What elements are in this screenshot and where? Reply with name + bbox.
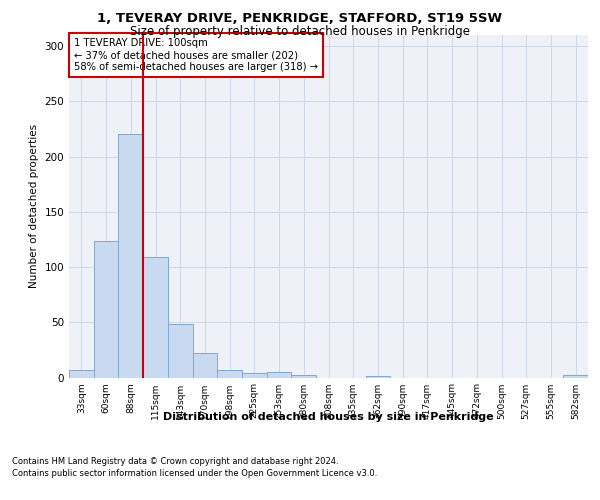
Text: Contains HM Land Registry data © Crown copyright and database right 2024.: Contains HM Land Registry data © Crown c… <box>12 458 338 466</box>
Text: Size of property relative to detached houses in Penkridge: Size of property relative to detached ho… <box>130 25 470 38</box>
Text: 1 TEVERAY DRIVE: 100sqm
← 37% of detached houses are smaller (202)
58% of semi-d: 1 TEVERAY DRIVE: 100sqm ← 37% of detache… <box>74 38 318 72</box>
Bar <box>217 370 242 378</box>
Text: Contains public sector information licensed under the Open Government Licence v3: Contains public sector information licen… <box>12 469 377 478</box>
Bar <box>242 373 267 378</box>
Bar <box>118 134 143 378</box>
Bar <box>168 324 193 378</box>
Bar <box>563 376 588 378</box>
Bar <box>94 240 118 378</box>
Bar <box>365 376 390 378</box>
Bar <box>143 257 168 378</box>
Bar <box>267 372 292 378</box>
Bar <box>292 376 316 378</box>
Text: Distribution of detached houses by size in Penkridge: Distribution of detached houses by size … <box>163 412 494 422</box>
Text: 1, TEVERAY DRIVE, PENKRIDGE, STAFFORD, ST19 5SW: 1, TEVERAY DRIVE, PENKRIDGE, STAFFORD, S… <box>97 12 503 26</box>
Bar <box>193 353 217 378</box>
Bar <box>69 370 94 378</box>
Y-axis label: Number of detached properties: Number of detached properties <box>29 124 39 288</box>
